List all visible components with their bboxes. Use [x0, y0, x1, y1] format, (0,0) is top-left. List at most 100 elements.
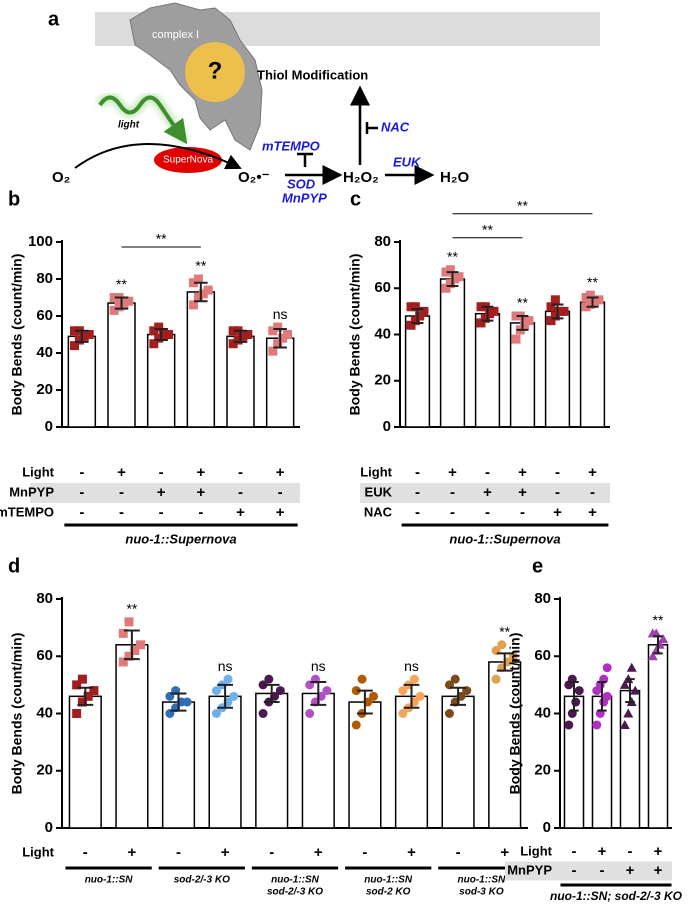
condition-sign: + [518, 464, 527, 481]
data-point [228, 339, 238, 349]
data-point [602, 663, 612, 673]
data-point [77, 697, 87, 707]
condition-sign: + [654, 843, 663, 860]
data-point [223, 674, 233, 684]
condition-sign: + [483, 484, 492, 501]
significance: ** [653, 612, 664, 628]
condition-sign: - [278, 484, 283, 501]
comparison-label: ** [517, 197, 528, 213]
y-tick-label: 20 [36, 381, 53, 398]
supernova-label: SuperNova [163, 155, 213, 166]
data-point [489, 306, 499, 316]
error-bar [481, 305, 494, 322]
significance: ** [116, 276, 127, 292]
bar [647, 644, 669, 829]
bar [404, 315, 431, 428]
condition-sign: + [598, 843, 607, 860]
condition-sign: + [654, 862, 663, 879]
y-tick-label: 0 [543, 819, 551, 836]
data-point [114, 302, 124, 312]
data-point [268, 326, 278, 336]
data-point [559, 306, 569, 316]
row-band [360, 483, 610, 503]
data-point [658, 634, 669, 644]
data-point [124, 617, 134, 627]
data-point [351, 720, 361, 730]
bar [146, 333, 176, 428]
bar [394, 695, 429, 829]
condition-sign: - [198, 504, 203, 521]
condition-sign: - [628, 843, 633, 860]
data-point [497, 640, 507, 650]
panel-a: a complex I ? Thiol Modification light S… [48, 2, 600, 205]
data-point [647, 651, 658, 661]
y-tick-label: 80 [534, 590, 551, 607]
condition-sign: + [128, 844, 137, 861]
euk: EUK [393, 154, 422, 169]
data-point [154, 333, 164, 343]
condition-sign: - [83, 844, 88, 861]
data-point [109, 305, 119, 315]
y-tick-label: 40 [374, 325, 391, 342]
error-bar [123, 629, 140, 661]
data-point [211, 709, 221, 718]
data-point [72, 680, 82, 690]
bar [107, 302, 136, 428]
data-point [229, 691, 239, 701]
condition-sign: + [588, 504, 597, 521]
group-label: nuo-1::SN [364, 875, 413, 886]
error-bar [310, 681, 327, 706]
data-point [441, 283, 451, 293]
data-point [491, 674, 501, 684]
data-point [77, 674, 87, 684]
error-bar [233, 329, 248, 343]
nac: NAC [381, 119, 410, 134]
condition-sign: - [159, 504, 164, 521]
condition-sign: - [555, 484, 560, 501]
condition-sign: - [362, 844, 367, 861]
condition-label: Light [360, 464, 392, 479]
condition-sign: - [269, 844, 274, 861]
bar [115, 644, 149, 829]
y-tick-label: 60 [374, 279, 391, 296]
data-point [550, 295, 560, 305]
condition-sign: - [415, 484, 420, 501]
bar [226, 335, 255, 428]
condition-sign: + [518, 484, 527, 501]
data-point [258, 680, 268, 690]
data-point [415, 311, 425, 321]
data-point [84, 330, 94, 339]
sod: SOD [287, 176, 316, 191]
significance: ns [218, 658, 233, 674]
condition-sign: + [314, 844, 323, 861]
panel-label: c [350, 188, 361, 210]
data-point [159, 330, 169, 339]
light-label: light [118, 120, 140, 131]
data-point [398, 709, 408, 718]
group-label: sod-2/-3 KO [174, 875, 230, 886]
condition-sign: - [600, 862, 605, 879]
data-point [585, 290, 595, 300]
bar [474, 312, 501, 428]
y-tick-label: 0 [45, 819, 53, 836]
significance: ** [517, 295, 528, 311]
group-label: sod-2/-3 KO [267, 887, 323, 898]
data-point [546, 316, 556, 326]
data-point [619, 719, 630, 729]
condition-sign: + [276, 464, 285, 481]
bar [67, 335, 97, 428]
condition-sign: - [79, 484, 84, 501]
data-point [602, 691, 612, 701]
condition-sign: + [626, 862, 635, 879]
error-bar [516, 315, 529, 331]
data-point [322, 686, 332, 696]
inhibit [297, 152, 313, 167]
data-point [406, 320, 416, 330]
data-point [203, 285, 213, 295]
condition-sign: - [415, 464, 420, 481]
data-point [193, 293, 203, 302]
condition-sign: - [520, 504, 525, 521]
condition-sign: - [238, 464, 243, 481]
data-point [476, 318, 486, 328]
bar [68, 695, 102, 829]
